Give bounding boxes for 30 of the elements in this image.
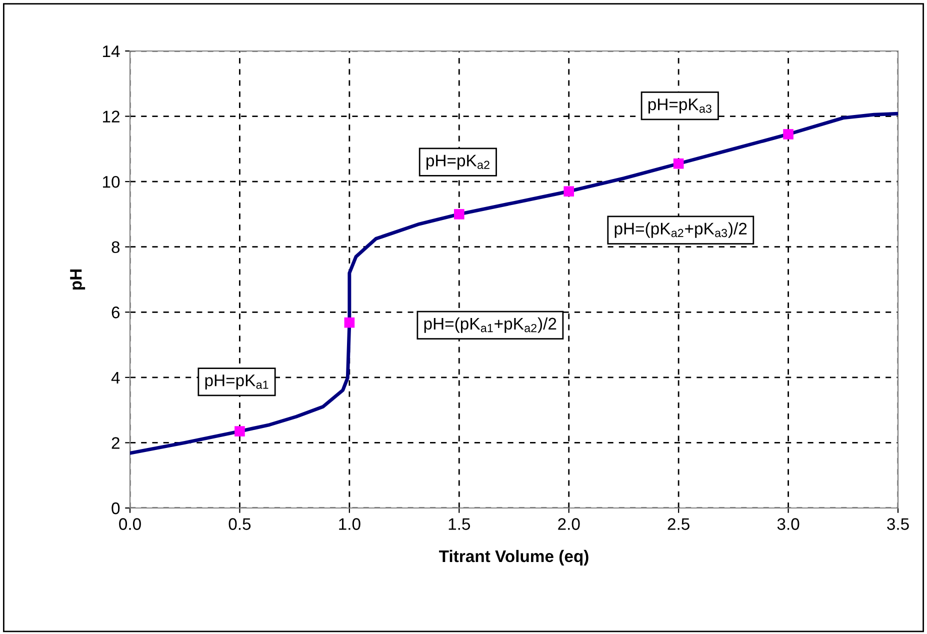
- x-tick-label: 2.0: [558, 518, 580, 530]
- y-tick-label: 10: [103, 176, 120, 188]
- annotation: pH=pK$_{a2}$: [426, 154, 490, 170]
- y-tick-label: 2: [112, 437, 120, 449]
- annotation: pH=pK$_{a3}$: [648, 98, 712, 114]
- point: [344, 317, 355, 328]
- x-axis-title: Titrant Volume (eq): [439, 550, 588, 566]
- annotation: pH=(pK$_{a2}$+pK$_{a3}$)/2: [614, 222, 747, 238]
- x-tick-label: 1.0: [339, 518, 360, 530]
- x-tick-label: 2.5: [668, 518, 690, 530]
- x-tick-label: 0.0: [119, 518, 141, 530]
- line-series: [130, 112, 898, 455]
- y-tick-label: 14: [103, 46, 120, 58]
- annotation: pH=(pK$_{a1}$+pK$_{a2}$)/2: [424, 317, 556, 333]
- point: [234, 426, 245, 436]
- point: [564, 186, 574, 197]
- y-tick-label: 6: [112, 306, 120, 318]
- y-tick-label: 4: [111, 372, 120, 384]
- y-tick-label: 0: [112, 502, 120, 514]
- x-tick-label: 0.5: [228, 518, 251, 530]
- y-axis-title: pH: [70, 270, 86, 290]
- x-tick-label: 3.5: [887, 518, 909, 530]
- y-tick-label: 12: [103, 110, 120, 122]
- annotation: pH=pK$_{a1}$: [205, 374, 268, 390]
- point: [454, 209, 464, 220]
- point: [783, 129, 794, 140]
- x-tick-label: 3.0: [777, 518, 800, 530]
- x-tick-label: 1.5: [448, 518, 470, 530]
- point: [673, 158, 684, 169]
- y-tick-label: 8: [112, 241, 120, 254]
